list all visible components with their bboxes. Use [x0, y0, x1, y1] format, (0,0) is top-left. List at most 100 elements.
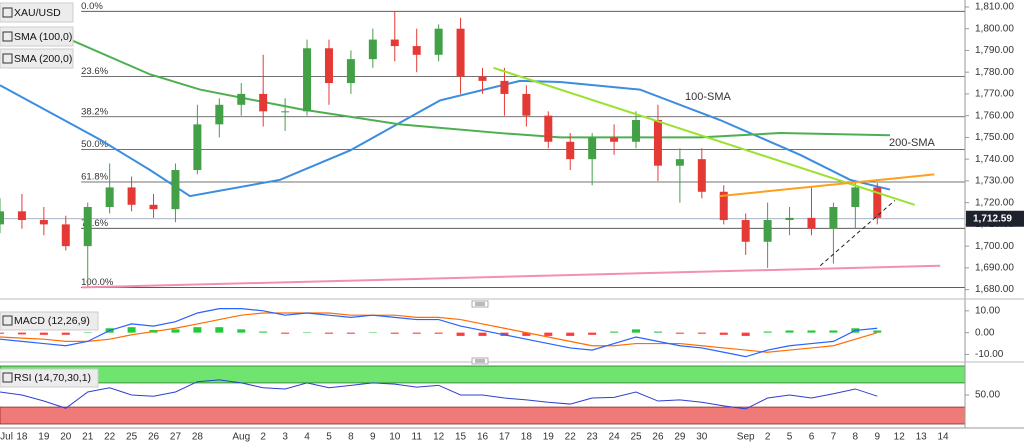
- candle-body: [675, 159, 684, 166]
- candle-body: [281, 111, 290, 113]
- y-tick-label: 1,770.00: [975, 89, 1014, 100]
- candle-body: [346, 59, 355, 84]
- y-tick-label: 1,780.00: [975, 67, 1014, 78]
- legend: XAU/USD SMA (100,0) SMA (200,0) MACD (12…: [0, 2, 99, 388]
- macd-panel: [0, 308, 882, 358]
- y-tick-label: 1,800.00: [975, 23, 1014, 34]
- y-tick-label: 1,740.00: [975, 154, 1014, 165]
- histogram-bar: [412, 332, 421, 334]
- candle-body: [478, 76, 487, 81]
- histogram-bar: [193, 327, 202, 333]
- rsi-line: [0, 379, 878, 410]
- x-tick-label: 24: [609, 432, 621, 443]
- x-tick-label: 10: [389, 432, 401, 443]
- x-tick-label: 18: [521, 432, 533, 443]
- candle-body: [61, 224, 70, 247]
- histogram-bar: [324, 332, 333, 334]
- candle-body: [829, 206, 838, 229]
- resize-handle[interactable]: [471, 300, 489, 308]
- rsi-title: RSI (14,70,30,1): [14, 372, 91, 384]
- x-tick-label: 22: [565, 432, 577, 443]
- x-tick-label: 9: [370, 432, 376, 443]
- histogram-bar: [281, 332, 290, 334]
- symbol-label: XAU/USD: [14, 7, 61, 19]
- candle-body: [632, 120, 641, 142]
- sma-line: [0, 79, 891, 198]
- candle-body: [653, 120, 662, 166]
- histogram-bar: [873, 330, 882, 333]
- candle-body: [851, 187, 860, 207]
- legend-item[interactable]: SMA (100,0): [0, 26, 74, 47]
- overbought-band: [0, 365, 965, 384]
- y-tick-label: 1,700.00: [975, 241, 1014, 252]
- candle-body: [149, 204, 158, 210]
- rsi-panel: [0, 365, 965, 425]
- candle-body: [0, 211, 4, 225]
- histogram-bar: [675, 332, 684, 334]
- y-tick-label: 1,790.00: [975, 45, 1014, 56]
- last-price-label: 1,712.59: [973, 213, 1012, 224]
- macd-line: [0, 308, 878, 358]
- indicator-label[interactable]: MACD (12,26,9): [0, 311, 99, 331]
- histogram-bar: [346, 332, 355, 334]
- candle-body: [741, 220, 750, 242]
- x-tick-label: 23: [587, 432, 599, 443]
- histogram-bar: [763, 331, 772, 333]
- candle-body: [127, 187, 136, 205]
- y-tick-label: 10.00: [975, 305, 1000, 316]
- candle-body: [566, 141, 575, 160]
- histogram-bar: [785, 330, 794, 333]
- x-tick-label: Jul: [0, 432, 13, 443]
- x-tick-label: 12: [894, 432, 906, 443]
- y-tick-label: 1,680.00: [975, 284, 1014, 295]
- histogram-bar: [653, 331, 662, 333]
- candle-body: [412, 46, 421, 55]
- histogram-bar: [632, 329, 641, 333]
- x-tick-label: 25: [126, 432, 138, 443]
- resize-handle[interactable]: [471, 357, 489, 365]
- x-tick-label: Sep: [737, 432, 755, 443]
- legend-item[interactable]: SMA (200,0): [0, 48, 74, 69]
- x-tick-label: 19: [543, 432, 555, 443]
- x-tick-label: 19: [38, 432, 50, 443]
- indicator-label[interactable]: RSI (14,70,30,1): [0, 368, 99, 388]
- x-tick-label: 5: [326, 432, 332, 443]
- x-tick-label: 21: [82, 432, 94, 443]
- fib-label: 0.0%: [81, 1, 103, 12]
- x-tick-label: Aug: [232, 432, 250, 443]
- candle-body: [500, 80, 509, 94]
- last-price-box: [966, 210, 1024, 227]
- y-tick-label: 1,810.00: [975, 2, 1014, 13]
- candle-body: [697, 159, 706, 192]
- legend-item[interactable]: XAU/USD: [0, 2, 74, 23]
- x-tick-label: 9: [874, 432, 880, 443]
- candle-body: [588, 137, 597, 160]
- candle-body: [763, 220, 772, 242]
- histogram-bar: [478, 332, 487, 336]
- fib-label: 100.0%: [81, 277, 114, 288]
- histogram-bar: [566, 332, 575, 336]
- y-tick-label: 1,750.00: [975, 132, 1014, 143]
- candle-body: [807, 217, 816, 229]
- x-tick-label: 3: [282, 432, 288, 443]
- histogram-bar: [215, 327, 224, 333]
- oversold-band: [0, 406, 965, 425]
- histogram-bar: [829, 330, 838, 333]
- price-panel: 0.0% 23.6% 38.2% 50.0% 61.8% 78.6% 100.0%: [0, 1, 965, 289]
- trendline: [82, 264, 941, 289]
- histogram-bar: [544, 332, 553, 336]
- x-tick-label: 2: [765, 432, 771, 443]
- trendline: [493, 66, 915, 206]
- fib-label: 38.2%: [81, 106, 108, 117]
- x-tick-label: 17: [499, 432, 511, 443]
- fib-label: 23.6%: [81, 66, 108, 77]
- candle-body: [83, 206, 92, 247]
- x-tick-label: 25: [630, 432, 642, 443]
- x-tick-label: 26: [652, 432, 664, 443]
- histogram-bar: [127, 327, 136, 333]
- x-tick-label: 14: [938, 432, 950, 443]
- x-tick-label: 15: [455, 432, 467, 443]
- histogram-bar: [237, 329, 246, 333]
- candle-body: [456, 28, 465, 77]
